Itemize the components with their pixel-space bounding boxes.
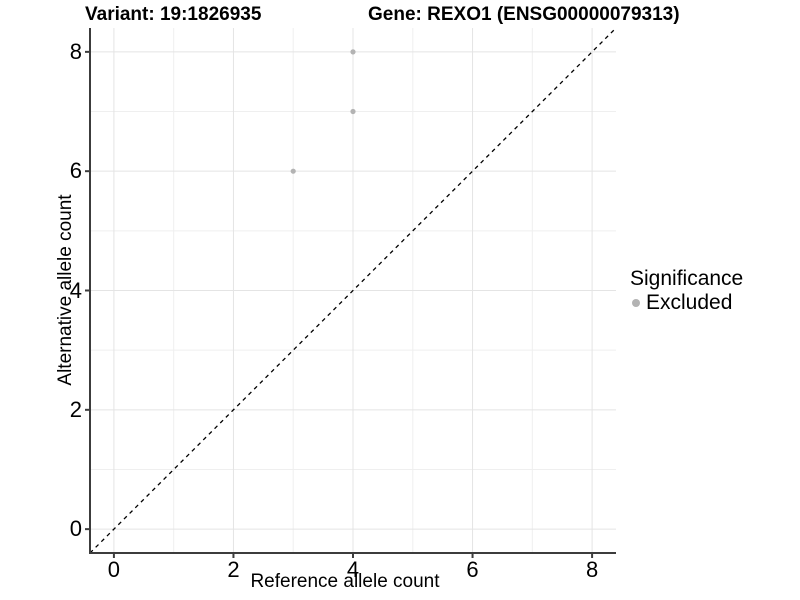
- data-point-excluded: [350, 108, 356, 115]
- identity-dashed-line: [89, 27, 617, 554]
- x-tick-label: 8: [585, 557, 599, 582]
- y-tick-label: 4: [69, 277, 82, 303]
- legend: Significance Excluded: [630, 266, 798, 315]
- legend-item-label: Excluded: [646, 291, 733, 314]
- gene-title: Gene: REXO1 (ENSG00000079313): [368, 4, 680, 25]
- variant-title: Variant: 19:1826935: [85, 4, 262, 25]
- x-axis-title: Reference allele count: [250, 571, 440, 592]
- y-tick-label: 0: [69, 516, 82, 542]
- x-tick-label: 2: [227, 557, 240, 582]
- legend-title: Significance: [630, 267, 744, 290]
- y-tick-label: 8: [69, 38, 82, 64]
- x-tick-label: 0: [107, 557, 121, 582]
- legend-items: Excluded: [630, 291, 798, 315]
- y-axis-title: Alternative allele count: [55, 194, 76, 386]
- y-tick-label: 2: [69, 396, 82, 422]
- legend-point-icon: [632, 299, 640, 307]
- data-point-excluded: [290, 168, 296, 174]
- data-point-excluded: [350, 49, 356, 55]
- x-tick-label: 4: [346, 557, 360, 582]
- x-tick-label: 6: [466, 557, 479, 582]
- legend-item: Excluded: [630, 291, 798, 315]
- y-tick-label: 6: [69, 158, 82, 184]
